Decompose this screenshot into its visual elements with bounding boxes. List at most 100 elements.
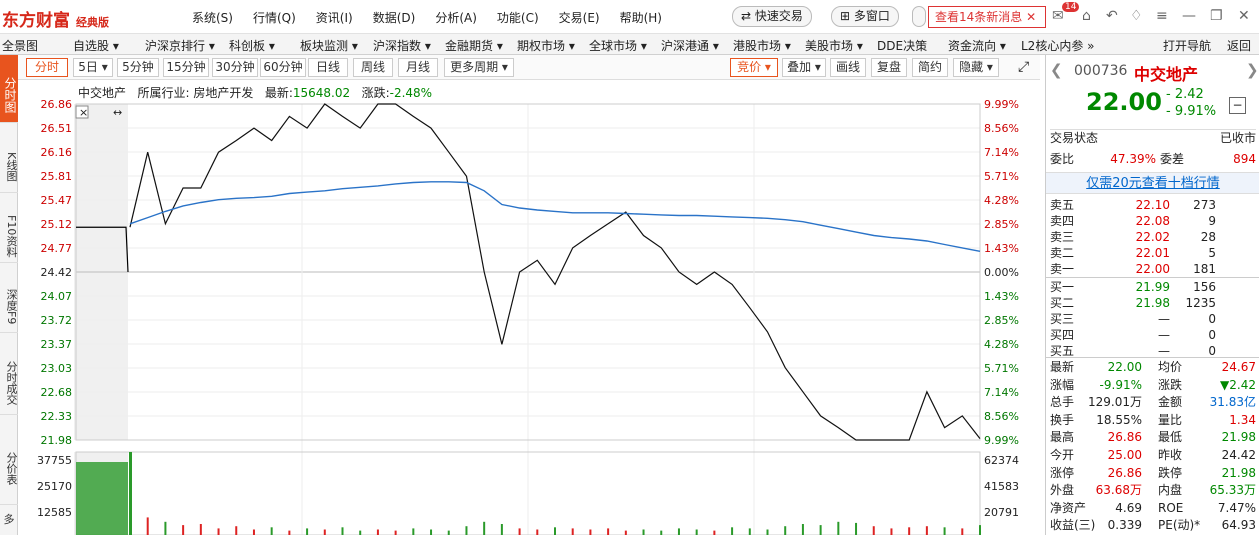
message-button[interactable]: 查看14条新消息 ✕ xyxy=(928,6,1046,28)
restore-icon[interactable]: ❐ xyxy=(1210,8,1223,24)
menu-data[interactable]: 数据(D) xyxy=(372,11,416,25)
nav-options[interactable]: 期权市场 ▾ xyxy=(517,39,575,53)
home-icon[interactable]: ⌂ xyxy=(1082,8,1091,24)
quick-trade-button[interactable]: ⇄ 快速交易 xyxy=(732,6,812,27)
menu-system[interactable]: 系统(S) xyxy=(192,11,233,25)
stat-label: 最新 xyxy=(1050,360,1075,374)
nav-dde[interactable]: DDE决策 xyxy=(877,39,928,53)
tab-more[interactable]: 多 xyxy=(3,513,15,526)
volume-bar xyxy=(500,524,503,535)
tool-auction[interactable]: 竞价 ▾ xyxy=(730,58,778,77)
price-tick-label: 23.72 xyxy=(41,314,73,327)
pct-tick-label: 5.71% xyxy=(984,362,1019,375)
next-stock-icon[interactable]: ❯ xyxy=(1246,61,1259,79)
tab-price-table[interactable]: 分价表 xyxy=(0,415,18,505)
stat-label: 跌停 xyxy=(1158,465,1183,480)
back-icon[interactable]: ↶ xyxy=(1106,8,1118,24)
price-tick-label: 26.16 xyxy=(41,146,73,159)
nav-star-market[interactable]: 科创板 ▾ xyxy=(229,39,275,53)
nav-global[interactable]: 全球市场 ▾ xyxy=(589,39,647,53)
menu-function[interactable]: 功能(C) xyxy=(496,11,539,25)
swap-icon: ⇄ xyxy=(741,9,752,23)
nav-futures[interactable]: 金融期货 ▾ xyxy=(445,39,503,53)
trade-status-row: 交易状态 已收市 xyxy=(1050,129,1256,146)
intraday-chart[interactable]: 26.86 9.99% 26.51 8.56% 26.16 7.14% 25.81 5.71%… xyxy=(18,80,1040,535)
period-15min[interactable]: 15分钟 xyxy=(163,58,209,77)
bid-label: 买一 xyxy=(1050,280,1075,294)
nav-sector-monitor[interactable]: 板块监测 ▾ xyxy=(300,39,358,53)
prev-stock-icon[interactable]: ❮ xyxy=(1050,61,1063,79)
menu-news[interactable]: 资讯(I) xyxy=(315,11,353,25)
upgrade-link[interactable]: 仅需20元查看十档行情 xyxy=(1046,172,1259,194)
nav-open-nav[interactable]: 打开导航 xyxy=(1163,39,1212,53)
ask-label: 卖二 xyxy=(1050,246,1075,260)
price-tick-label: 24.42 xyxy=(41,266,73,279)
period-more[interactable]: 更多周期 ▾ xyxy=(444,58,514,77)
nav-panorama[interactable]: 全景图 xyxy=(2,39,39,53)
stat-row: 净资产 4.69 ROE 7.47% xyxy=(1050,500,1256,517)
menu-analysis[interactable]: 分析(A) xyxy=(435,11,477,25)
close-icon[interactable]: ✕ xyxy=(1026,10,1037,24)
menu-icon[interactable]: ≡ xyxy=(1156,8,1168,24)
window-close-icon[interactable]: ✕ xyxy=(1238,8,1250,24)
stat-label: PE(动)* xyxy=(1158,518,1201,533)
nav-watchlist[interactable]: 自选股 ▾ xyxy=(73,39,119,53)
nav-index[interactable]: 沪深指数 ▾ xyxy=(373,39,431,53)
nav-ranking[interactable]: 沪深京排行 ▾ xyxy=(145,39,215,53)
period-month[interactable]: 月线 xyxy=(398,58,438,77)
mail-icon[interactable]: ✉ xyxy=(1052,8,1064,24)
tool-hide[interactable]: 隐藏 ▾ xyxy=(953,58,999,77)
period-5min[interactable]: 5分钟 xyxy=(117,58,159,77)
status-label: 交易状态 xyxy=(1050,131,1099,145)
price-tick-label: 22.33 xyxy=(41,410,73,423)
tool-simple[interactable]: 简约 xyxy=(912,58,948,77)
collapse-icon[interactable]: − xyxy=(1229,97,1246,114)
tool-replay[interactable]: 复盘 xyxy=(871,58,907,77)
period-5day[interactable]: 5日 ▾ xyxy=(73,58,113,77)
nav-connect[interactable]: 沪深港通 ▾ xyxy=(661,39,719,53)
nav-fund-flow[interactable]: 资金流向 ▾ xyxy=(948,39,1006,53)
ask-row: 卖三 22.02 28 xyxy=(1050,229,1256,246)
tab-depth[interactable]: 深度F9 xyxy=(0,263,18,333)
volume-bar xyxy=(447,530,450,535)
multi-window-button[interactable]: ⊞ 多窗口 xyxy=(831,6,899,27)
fullscreen-icon[interactable]: ⤢ xyxy=(1018,59,1030,75)
menu-help[interactable]: 帮助(H) xyxy=(619,11,662,25)
price-frame xyxy=(75,103,981,441)
nav-us[interactable]: 美股市场 ▾ xyxy=(805,39,863,53)
price-tick-label: 23.03 xyxy=(41,362,73,375)
period-30min[interactable]: 30分钟 xyxy=(212,58,258,77)
volume-bar xyxy=(908,527,911,535)
tab-intraday[interactable]: 分时图 xyxy=(0,55,18,123)
menu-trade[interactable]: 交易(E) xyxy=(558,11,600,25)
menu-quote[interactable]: 行情(Q) xyxy=(252,11,296,25)
extra-button[interactable] xyxy=(912,6,926,27)
period-60min[interactable]: 60分钟 xyxy=(260,58,306,77)
volume-bar xyxy=(270,527,273,535)
period-week[interactable]: 周线 xyxy=(353,58,393,77)
price-tick-label: 25.47 xyxy=(41,194,73,207)
nav-return[interactable]: 返回 xyxy=(1227,39,1252,53)
chart-resize-icon: ↔ xyxy=(113,106,122,119)
period-intraday[interactable]: 分时 xyxy=(26,58,68,77)
nav-hk[interactable]: 港股市场 ▾ xyxy=(733,39,791,53)
stat-value: 0.339 xyxy=(1107,518,1142,533)
skin-icon[interactable]: ♢ xyxy=(1130,8,1143,24)
tab-trades[interactable]: 分时成交 xyxy=(0,333,18,415)
price-pct: - 9.91% xyxy=(1166,104,1217,119)
pct-tick-label: 7.14% xyxy=(984,146,1019,159)
nav-l2[interactable]: L2核心内参 » xyxy=(1021,39,1095,53)
tab-kline[interactable]: K线图 xyxy=(0,123,18,193)
volume-tick-label: 37755 xyxy=(37,454,72,467)
stat-value: -9.91% xyxy=(1099,377,1142,392)
period-day[interactable]: 日线 xyxy=(308,58,348,77)
tool-overlay[interactable]: 叠加 ▾ xyxy=(782,58,826,77)
volume-bar xyxy=(961,528,964,535)
ask-volume: 181 xyxy=(1193,262,1216,276)
tool-draw[interactable]: 画线 xyxy=(830,58,866,77)
stat-row: 换手 18.55% 量比 1.34 xyxy=(1050,412,1256,429)
ask-label: 卖三 xyxy=(1050,230,1075,244)
tab-f10[interactable]: F10资料 xyxy=(0,193,18,263)
volume-bar xyxy=(571,528,574,535)
minimize-icon[interactable]: — xyxy=(1182,8,1196,24)
